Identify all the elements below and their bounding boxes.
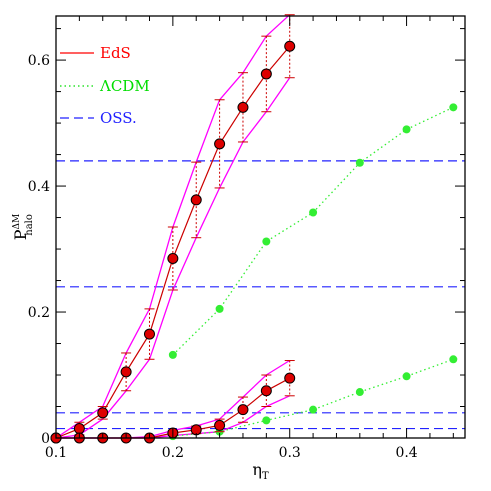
eds-envelope-upper-upper [55, 14, 291, 439]
legend-label-lcdm: ΛCDM [99, 77, 150, 95]
y-axis-label-sub: halo [24, 214, 35, 236]
eds-point-upper-5 [167, 252, 179, 264]
eds-point-upper-7 [214, 138, 226, 150]
eds-point-upper-2 [97, 407, 109, 419]
legend-label-oss: OSS. [100, 109, 137, 127]
lcdm-point-lower-4 [355, 388, 364, 397]
lcdm-point-upper-3 [309, 208, 318, 217]
y-axis-label-sup: ΔM [12, 214, 22, 230]
oss-lines-group [56, 160, 465, 430]
eds-point-upper-1 [73, 423, 85, 435]
eds-point-upper-4 [143, 328, 155, 340]
lcdm-point-lower-3 [309, 405, 318, 414]
y-axis-label: PΔM halo [11, 214, 35, 240]
eds-point-lower-8 [237, 404, 249, 416]
x-tick-label: 0.2 [162, 445, 184, 461]
eds-line-upper [55, 45, 291, 439]
envelope-lines-group [55, 14, 291, 439]
legend-label-eds: EdS [100, 44, 131, 62]
y-axis-label-main: P [11, 229, 30, 240]
eds-point-lower-9 [260, 385, 272, 397]
x-axis-label-main: η [252, 460, 262, 479]
legend: EdS ΛCDM OSS. [60, 44, 150, 127]
x-tick-label: 0.4 [395, 445, 417, 461]
eds-point-upper-9 [260, 68, 272, 80]
lcdm-point-lower-2 [262, 416, 271, 425]
lcdm-point-upper-0 [168, 350, 177, 359]
lcdm-point-upper-6 [449, 103, 458, 112]
y-tick-label: 0 [41, 431, 50, 447]
y-tick-label: 0.2 [28, 305, 50, 321]
x-tick-label: 0.3 [279, 445, 301, 461]
x-axis-label-sub: T [262, 471, 269, 482]
lcdm-point-lower-5 [402, 372, 411, 381]
plot-frame [55, 15, 466, 439]
eds-series-group [50, 14, 296, 444]
axis-ticks-group [55, 16, 465, 439]
eds-point-upper-8 [237, 101, 249, 113]
y-tick-label: 0.6 [28, 53, 50, 69]
eds-point-lower-7 [214, 419, 226, 431]
lcdm-point-upper-5 [402, 125, 411, 134]
x-axis-label: ηT [252, 460, 269, 482]
lcdm-point-upper-1 [215, 304, 224, 313]
y-tick-label: 0.4 [28, 179, 50, 195]
tick-labels-group: 0.1 0.2 0.3 0.4 0 0.2 0.4 0.6 [28, 53, 418, 461]
eds-point-lower-10 [284, 372, 296, 384]
lcdm-series-group [168, 103, 458, 441]
eds-point-upper-3 [120, 366, 132, 378]
lcdm-point-upper-2 [262, 237, 271, 246]
lcdm-point-lower-6 [449, 355, 458, 364]
eds-point-upper-10 [284, 40, 296, 52]
x-tick-label: 0.1 [45, 445, 67, 461]
eds-point-upper-6 [190, 194, 202, 206]
lcdm-point-upper-4 [355, 158, 364, 167]
